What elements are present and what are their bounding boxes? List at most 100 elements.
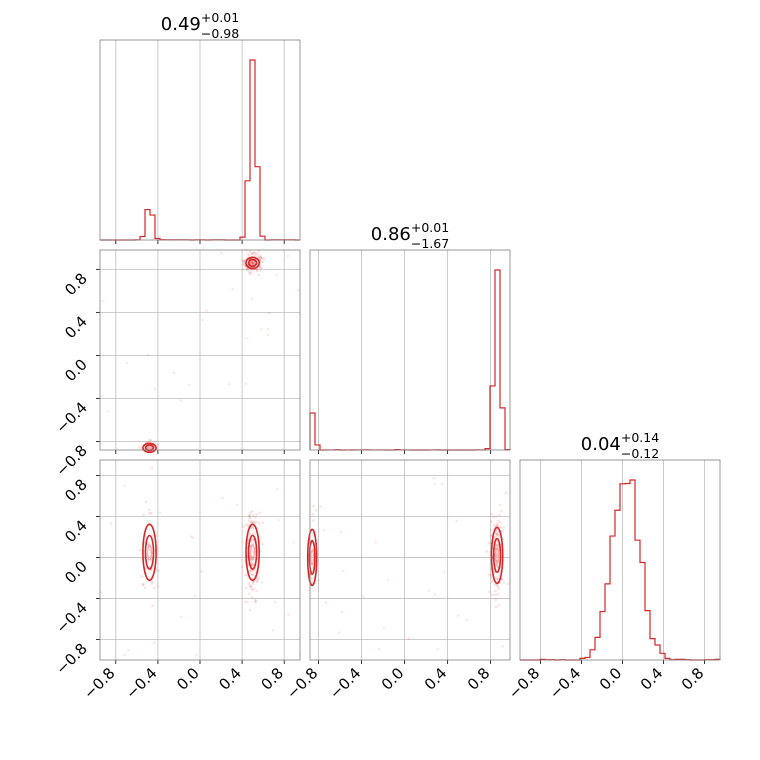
sample-point xyxy=(443,570,446,573)
panel-2-0: −0.8 −0.4 0.0 0.4 0.8−0.8−0.40.00.40.8 xyxy=(52,459,301,703)
title-lower-1: −1.67 xyxy=(411,236,449,251)
y-tick-label: 0.0 xyxy=(61,355,91,385)
sample-point xyxy=(324,601,328,604)
panel-0-0: 0.49+0.01−0.98 xyxy=(99,10,301,244)
sample-point xyxy=(241,267,245,271)
sample-point xyxy=(491,593,494,597)
sample-point xyxy=(144,500,148,504)
sample-point xyxy=(260,581,264,584)
sample-point xyxy=(231,287,234,291)
sample-point xyxy=(266,334,270,337)
x-tick-label: 0.4 xyxy=(637,664,667,694)
panel-frame xyxy=(99,249,301,451)
sample-point xyxy=(260,328,263,331)
sample-point xyxy=(500,510,503,513)
y-tick-label: 0.4 xyxy=(61,517,91,547)
contour-outer xyxy=(245,256,260,270)
sample-point xyxy=(259,256,262,260)
sample-point xyxy=(153,387,157,391)
sample-point xyxy=(498,503,502,507)
sample-point xyxy=(251,520,255,524)
sample-point xyxy=(312,576,315,580)
sample-point xyxy=(155,568,158,572)
sample-point xyxy=(338,631,341,634)
sample-point xyxy=(139,548,142,552)
sample-point xyxy=(342,569,345,573)
panel-1-0: −0.8 −0.4 0.0 0.4 0.8 xyxy=(52,248,301,480)
x-tick-label: 0.0 xyxy=(596,664,626,694)
sample-point xyxy=(257,255,261,259)
sample-point xyxy=(156,585,160,588)
sample-point xyxy=(101,299,104,303)
sample-point xyxy=(158,511,162,514)
contour-inner xyxy=(310,549,314,566)
x-tick-label: 0.0 xyxy=(378,664,408,694)
sample-point xyxy=(287,613,290,616)
sample-point xyxy=(266,328,270,331)
sample-point xyxy=(250,251,254,255)
title-2: 0.04+0.14 xyxy=(581,430,659,455)
sample-point xyxy=(433,593,437,596)
sample-point xyxy=(497,519,501,523)
sample-point xyxy=(248,517,251,520)
sample-point xyxy=(502,581,506,585)
sample-point xyxy=(150,466,154,469)
sample-point xyxy=(490,533,494,537)
sample-point xyxy=(179,399,182,402)
sample-point xyxy=(243,263,246,267)
contour-inner xyxy=(495,547,500,564)
sample-point xyxy=(247,270,251,274)
sample-point xyxy=(497,533,500,537)
sample-point xyxy=(259,256,263,260)
sample-point xyxy=(244,382,247,386)
sample-point xyxy=(495,544,499,548)
sample-point xyxy=(153,441,157,444)
sample-point xyxy=(251,555,254,559)
sample-point xyxy=(251,527,254,531)
sample-point xyxy=(261,260,265,264)
sample-point xyxy=(340,610,344,614)
sample-point xyxy=(242,259,245,263)
sample-point xyxy=(194,594,197,597)
sample-point xyxy=(256,580,259,583)
sample-point xyxy=(227,383,231,386)
sample-point xyxy=(490,520,493,523)
sample-point xyxy=(259,255,263,259)
sample-point xyxy=(253,254,257,257)
sample-point xyxy=(250,588,254,592)
sample-point xyxy=(254,600,258,603)
sample-point xyxy=(251,596,254,599)
sample-point xyxy=(245,586,248,590)
contour-inner xyxy=(250,260,255,265)
sample-point xyxy=(496,585,499,588)
contour-outer xyxy=(142,523,157,582)
sample-point xyxy=(241,263,245,267)
y-tick-label: 0.0 xyxy=(61,558,91,588)
contour-mid xyxy=(308,539,316,576)
sample-point xyxy=(488,573,491,577)
sample-point xyxy=(155,534,158,537)
sample-point xyxy=(501,528,504,532)
sample-point xyxy=(253,531,257,534)
sample-point xyxy=(496,563,499,566)
sample-point xyxy=(187,383,191,386)
sample-point xyxy=(489,534,493,537)
x-tick-label: 0.4 xyxy=(215,664,245,694)
sample-point xyxy=(495,532,499,535)
sample-point xyxy=(241,259,245,262)
title-median-1: 0.86 xyxy=(371,224,411,245)
sample-point xyxy=(494,605,498,609)
sample-point xyxy=(255,579,259,582)
sample-point xyxy=(362,595,365,598)
sample-point xyxy=(249,584,252,587)
sample-point xyxy=(378,648,381,651)
title-upper-2: +0.14 xyxy=(621,430,659,445)
sample-point xyxy=(496,592,500,596)
sample-point xyxy=(127,649,130,652)
sample-point xyxy=(495,543,499,547)
sample-point xyxy=(151,604,154,608)
sample-point xyxy=(250,525,253,529)
sample-point xyxy=(257,273,261,277)
sample-point xyxy=(126,361,129,365)
sample-point xyxy=(257,521,261,525)
